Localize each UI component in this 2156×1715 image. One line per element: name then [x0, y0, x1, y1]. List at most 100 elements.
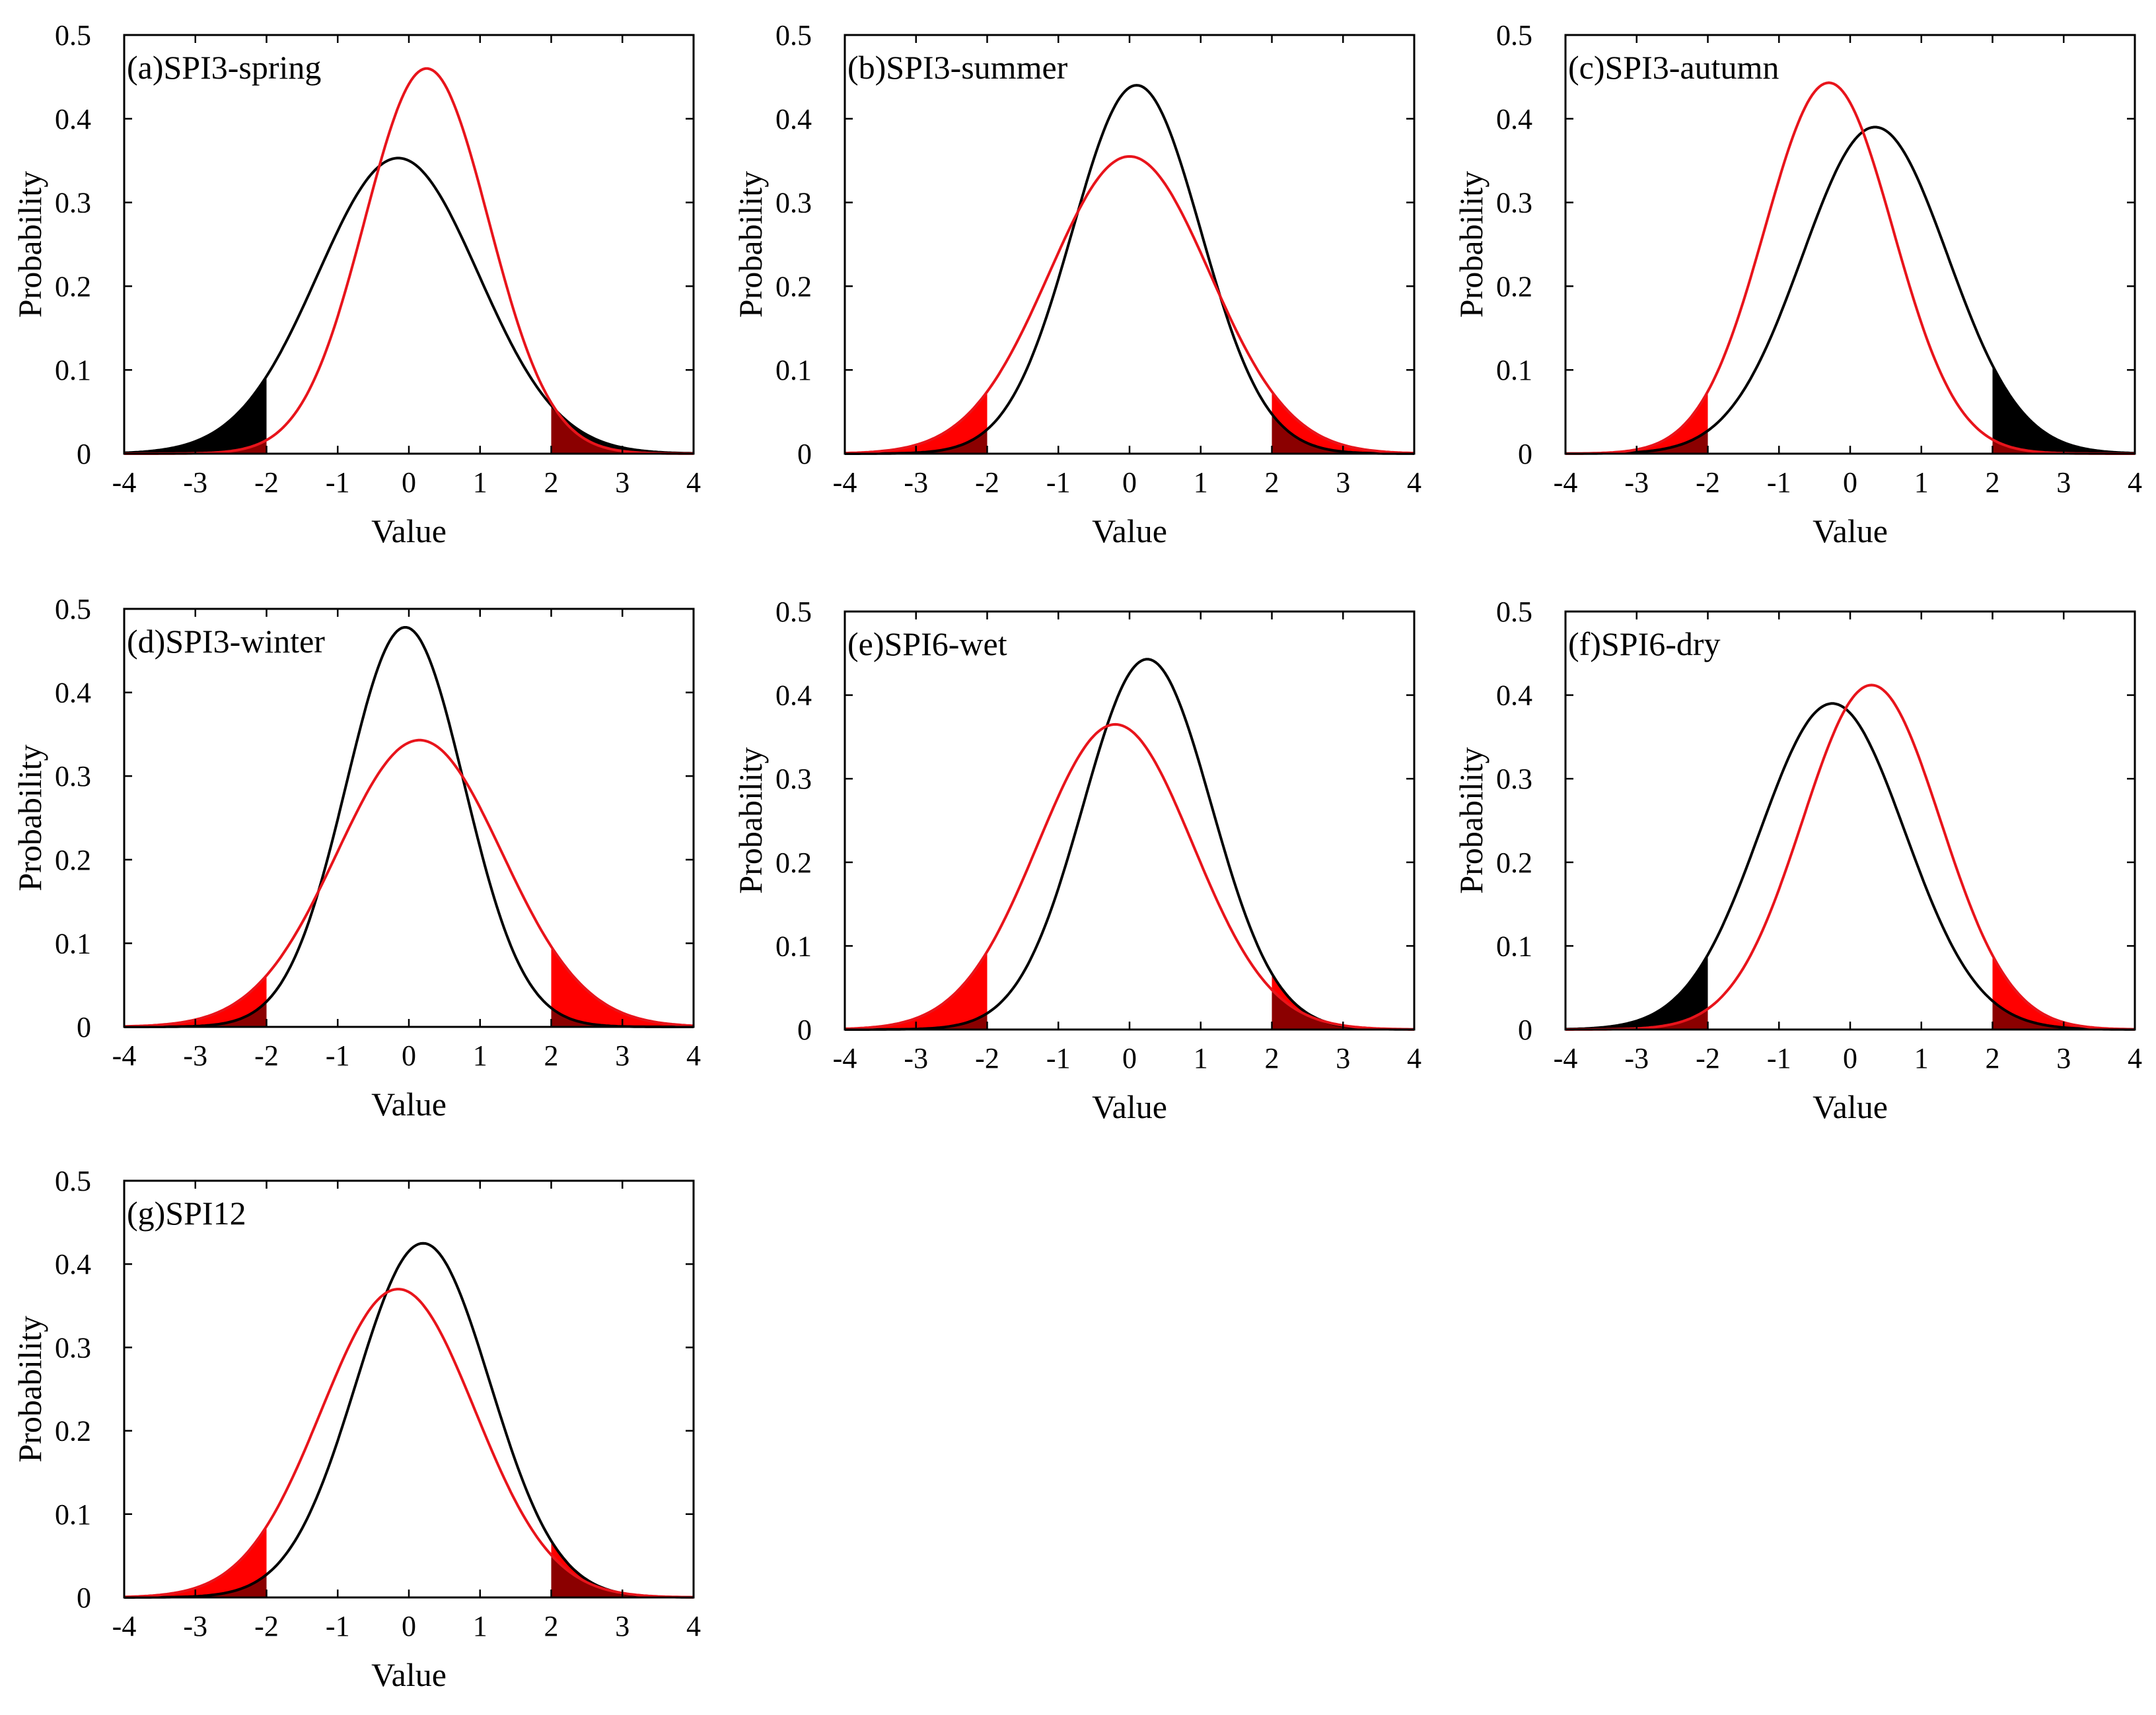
y-tick-label: 0.4 — [1496, 103, 1532, 135]
y-axis-title: Probability — [11, 1315, 48, 1462]
left-tail-overlap-shade — [124, 1001, 267, 1027]
y-tick-label: 0.4 — [55, 103, 91, 135]
axes-box — [123, 34, 695, 455]
left-tail-shade — [845, 392, 988, 454]
x-tick-label: -1 — [326, 466, 350, 499]
red-distribution-curve — [124, 67, 694, 455]
red-distribution-curve — [1565, 81, 2135, 455]
y-tick-label: 0.3 — [55, 187, 91, 219]
x-axis-title: Value — [1813, 512, 1888, 549]
x-tick-label: -1 — [326, 1039, 350, 1072]
y-tick-label: 0.5 — [55, 19, 91, 52]
y-tick-label: 0.5 — [775, 19, 812, 52]
y-tick-label: 0.2 — [775, 847, 812, 879]
panel-6: -4 -3 -2 -1 0 1 2 3 4 0 0.1 0.2 0.3 0.4 0.5 Value Probab… — [1453, 596, 2142, 1125]
x-tick-label: -4 — [112, 466, 137, 499]
x-tick-label: 4 — [686, 1039, 701, 1072]
x-tick-label: -4 — [1554, 1042, 1578, 1074]
y-tick-label: 0.1 — [55, 927, 91, 960]
x-tick-label: 4 — [1407, 1042, 1421, 1074]
right-tail-shade — [1992, 365, 2135, 454]
y-tick-label: 0.5 — [775, 596, 812, 628]
panel-title: (g)SPI12 — [127, 1195, 246, 1232]
left-tail-shade — [845, 951, 988, 1030]
y-tick-label: 0 — [77, 1582, 91, 1614]
red-distribution-curve — [1565, 683, 2135, 1031]
y-tick-label: 0 — [77, 438, 91, 470]
x-tick-label: -3 — [183, 1039, 207, 1072]
black-distribution-curve — [124, 1242, 694, 1599]
y-tick-label: 0.2 — [1496, 847, 1532, 879]
right-tail-overlap-shade — [551, 405, 694, 454]
x-tick-label: 2 — [544, 1039, 559, 1072]
x-axis-title: Value — [371, 512, 447, 549]
y-tick-label: 0.3 — [55, 1331, 91, 1364]
black-distribution-curve — [1565, 702, 2135, 1031]
x-tick-label: 0 — [1122, 466, 1137, 499]
panel-title: (b)SPI3-summer — [847, 49, 1068, 86]
black-distribution-curve — [124, 157, 694, 455]
x-tick-label: 3 — [2056, 1042, 2071, 1074]
x-tick-label: 0 — [402, 466, 416, 499]
left-tail-shade — [1565, 954, 1708, 1030]
y-tick-label: 0.5 — [1496, 596, 1532, 628]
right-tail-overlap-shade — [1272, 989, 1414, 1030]
y-tick-label: 0.3 — [1496, 187, 1532, 219]
y-tick-label: 0.1 — [775, 354, 812, 386]
y-axis-title: Probability — [11, 744, 48, 891]
y-tick-label: 0.4 — [55, 677, 91, 709]
x-tick-label: 3 — [615, 1610, 629, 1642]
black-distribution-curve — [845, 84, 1415, 455]
x-axis-title: Value — [1092, 512, 1167, 549]
y-axis-title: Probability — [1453, 747, 1490, 893]
x-tick-label: 0 — [1843, 1042, 1857, 1074]
panel-5: -4 -3 -2 -1 0 1 2 3 4 0 0.1 0.2 0.3 0.4 0.5 Value Probab… — [732, 596, 1421, 1125]
x-tick-label: 1 — [1194, 1042, 1208, 1074]
red-distribution-curve — [124, 738, 694, 1028]
x-tick-label: -2 — [975, 1042, 999, 1074]
x-tick-label: -1 — [1046, 466, 1071, 499]
x-tick-label: -2 — [254, 1610, 279, 1642]
left-tail-overlap-shade — [124, 440, 267, 454]
x-tick-label: 1 — [1914, 1042, 1929, 1074]
y-tick-label: 0.3 — [775, 763, 812, 795]
y-tick-label: 0 — [797, 438, 812, 470]
x-tick-label: 4 — [2128, 1042, 2142, 1074]
x-tick-label: -3 — [1624, 1042, 1649, 1074]
right-tail-overlap-shade — [1992, 439, 2135, 454]
x-tick-label: -1 — [1767, 1042, 1791, 1074]
y-tick-label: 0.5 — [1496, 19, 1532, 52]
x-tick-label: 1 — [1194, 466, 1208, 499]
y-tick-label: 0 — [1518, 438, 1532, 470]
x-tick-label: 2 — [544, 466, 559, 499]
y-tick-label: 0.4 — [775, 103, 812, 135]
y-tick-label: 0.1 — [55, 354, 91, 386]
x-tick-label: -3 — [904, 1042, 928, 1074]
black-distribution-curve — [1565, 125, 2136, 455]
axes-box — [123, 1179, 695, 1599]
black-distribution-curve — [124, 626, 694, 1028]
left-tail-shade — [124, 1526, 267, 1597]
x-tick-label: 3 — [2056, 466, 2071, 499]
x-tick-label: 0 — [1122, 1042, 1137, 1074]
right-tail-shade — [1992, 955, 2135, 1030]
x-axis-title: Value — [1092, 1088, 1167, 1125]
y-tick-label: 0.2 — [55, 844, 91, 876]
x-tick-label: -3 — [183, 466, 207, 499]
axes-box — [1564, 610, 2136, 1031]
panel-title: (c)SPI3-autumn — [1568, 49, 1779, 86]
y-tick-label: 0.1 — [55, 1498, 91, 1531]
x-tick-label: -3 — [1624, 466, 1649, 499]
panel-2: -4 -3 -2 -1 0 1 2 3 4 0 0.1 0.2 0.3 0.4 0.5 Value Probab… — [732, 19, 1421, 549]
x-tick-label: 2 — [1265, 1042, 1279, 1074]
panel-7: -4 -3 -2 -1 0 1 2 3 4 0 0.1 0.2 0.3 0.4 0.5 Value Probab… — [11, 1165, 701, 1693]
x-tick-label: 3 — [615, 1039, 629, 1072]
y-tick-label: 0.1 — [775, 930, 812, 962]
left-tail-overlap-shade — [845, 429, 988, 454]
y-tick-label: 0.4 — [55, 1248, 91, 1280]
right-tail-shade — [551, 946, 694, 1027]
x-tick-label: -2 — [975, 466, 999, 499]
y-tick-label: 0.4 — [1496, 680, 1532, 712]
x-tick-label: -2 — [1696, 466, 1720, 499]
